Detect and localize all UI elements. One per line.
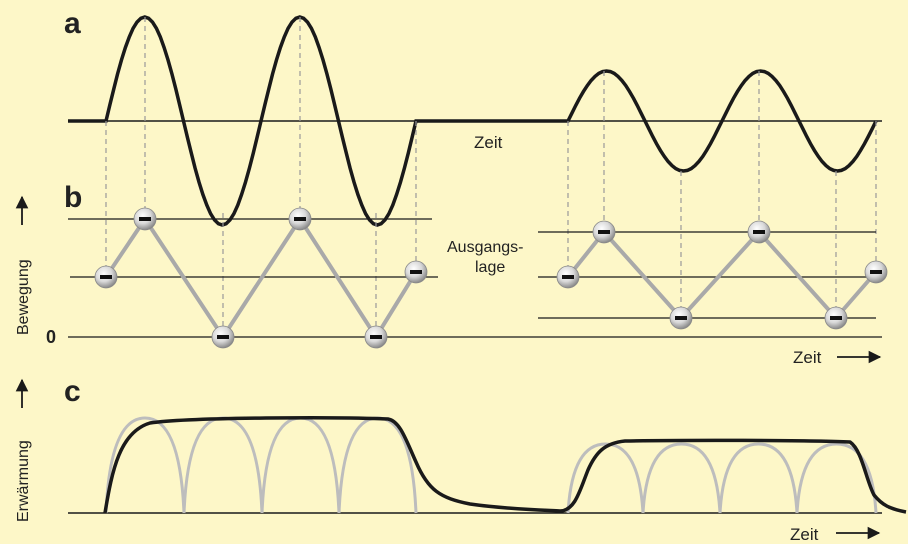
- electron: [404, 260, 428, 284]
- electron: [592, 220, 616, 244]
- electron: [211, 325, 235, 349]
- time-label-a: Zeit: [474, 133, 503, 152]
- electron: [133, 207, 157, 231]
- heating-arc: [104, 416, 186, 514]
- minus-sign-icon: [370, 335, 382, 339]
- time-label-c: Zeit: [790, 525, 819, 544]
- electron: [556, 265, 580, 289]
- electrons: [94, 207, 888, 349]
- time-label-b: Zeit: [793, 348, 822, 367]
- zero-label: 0: [46, 327, 56, 347]
- electron-link: [104, 217, 418, 339]
- minus-sign-icon: [562, 275, 574, 279]
- dashed-guide-lines: [105, 17, 877, 337]
- motion-axis: Bewegung: [15, 195, 32, 335]
- electron: [747, 220, 771, 244]
- minus-sign-icon: [410, 270, 422, 274]
- electron: [364, 325, 388, 349]
- minus-sign-icon: [870, 270, 882, 274]
- rest-position-label-line2: lage: [475, 259, 505, 276]
- rest-position-label-line1: Ausgangs-: [447, 239, 524, 256]
- heating-axis-label: Erwärmung: [15, 440, 32, 522]
- electron: [94, 265, 118, 289]
- panel-letter-c: c: [64, 375, 81, 408]
- heating-curve: [103, 416, 907, 514]
- heating-arc: [795, 442, 878, 514]
- heating-arc: [718, 442, 799, 514]
- electron: [669, 306, 693, 330]
- panel-letter-b: b: [64, 181, 82, 214]
- heating-arc: [566, 442, 645, 514]
- heating-arc: [641, 442, 722, 514]
- panel-letter-a: a: [64, 7, 81, 40]
- electron: [824, 306, 848, 330]
- minus-sign-icon: [830, 316, 842, 320]
- minus-sign-icon: [598, 230, 610, 234]
- minus-sign-icon: [139, 217, 151, 221]
- minus-sign-icon: [100, 275, 112, 279]
- electron: [288, 207, 312, 231]
- heating-axis: Erwärmung: [15, 378, 32, 522]
- minus-sign-icon: [217, 335, 229, 339]
- minus-sign-icon: [294, 217, 306, 221]
- minus-sign-icon: [675, 316, 687, 320]
- motion-axis-label: Bewegung: [15, 259, 32, 335]
- electron: [864, 260, 888, 284]
- minus-sign-icon: [753, 230, 765, 234]
